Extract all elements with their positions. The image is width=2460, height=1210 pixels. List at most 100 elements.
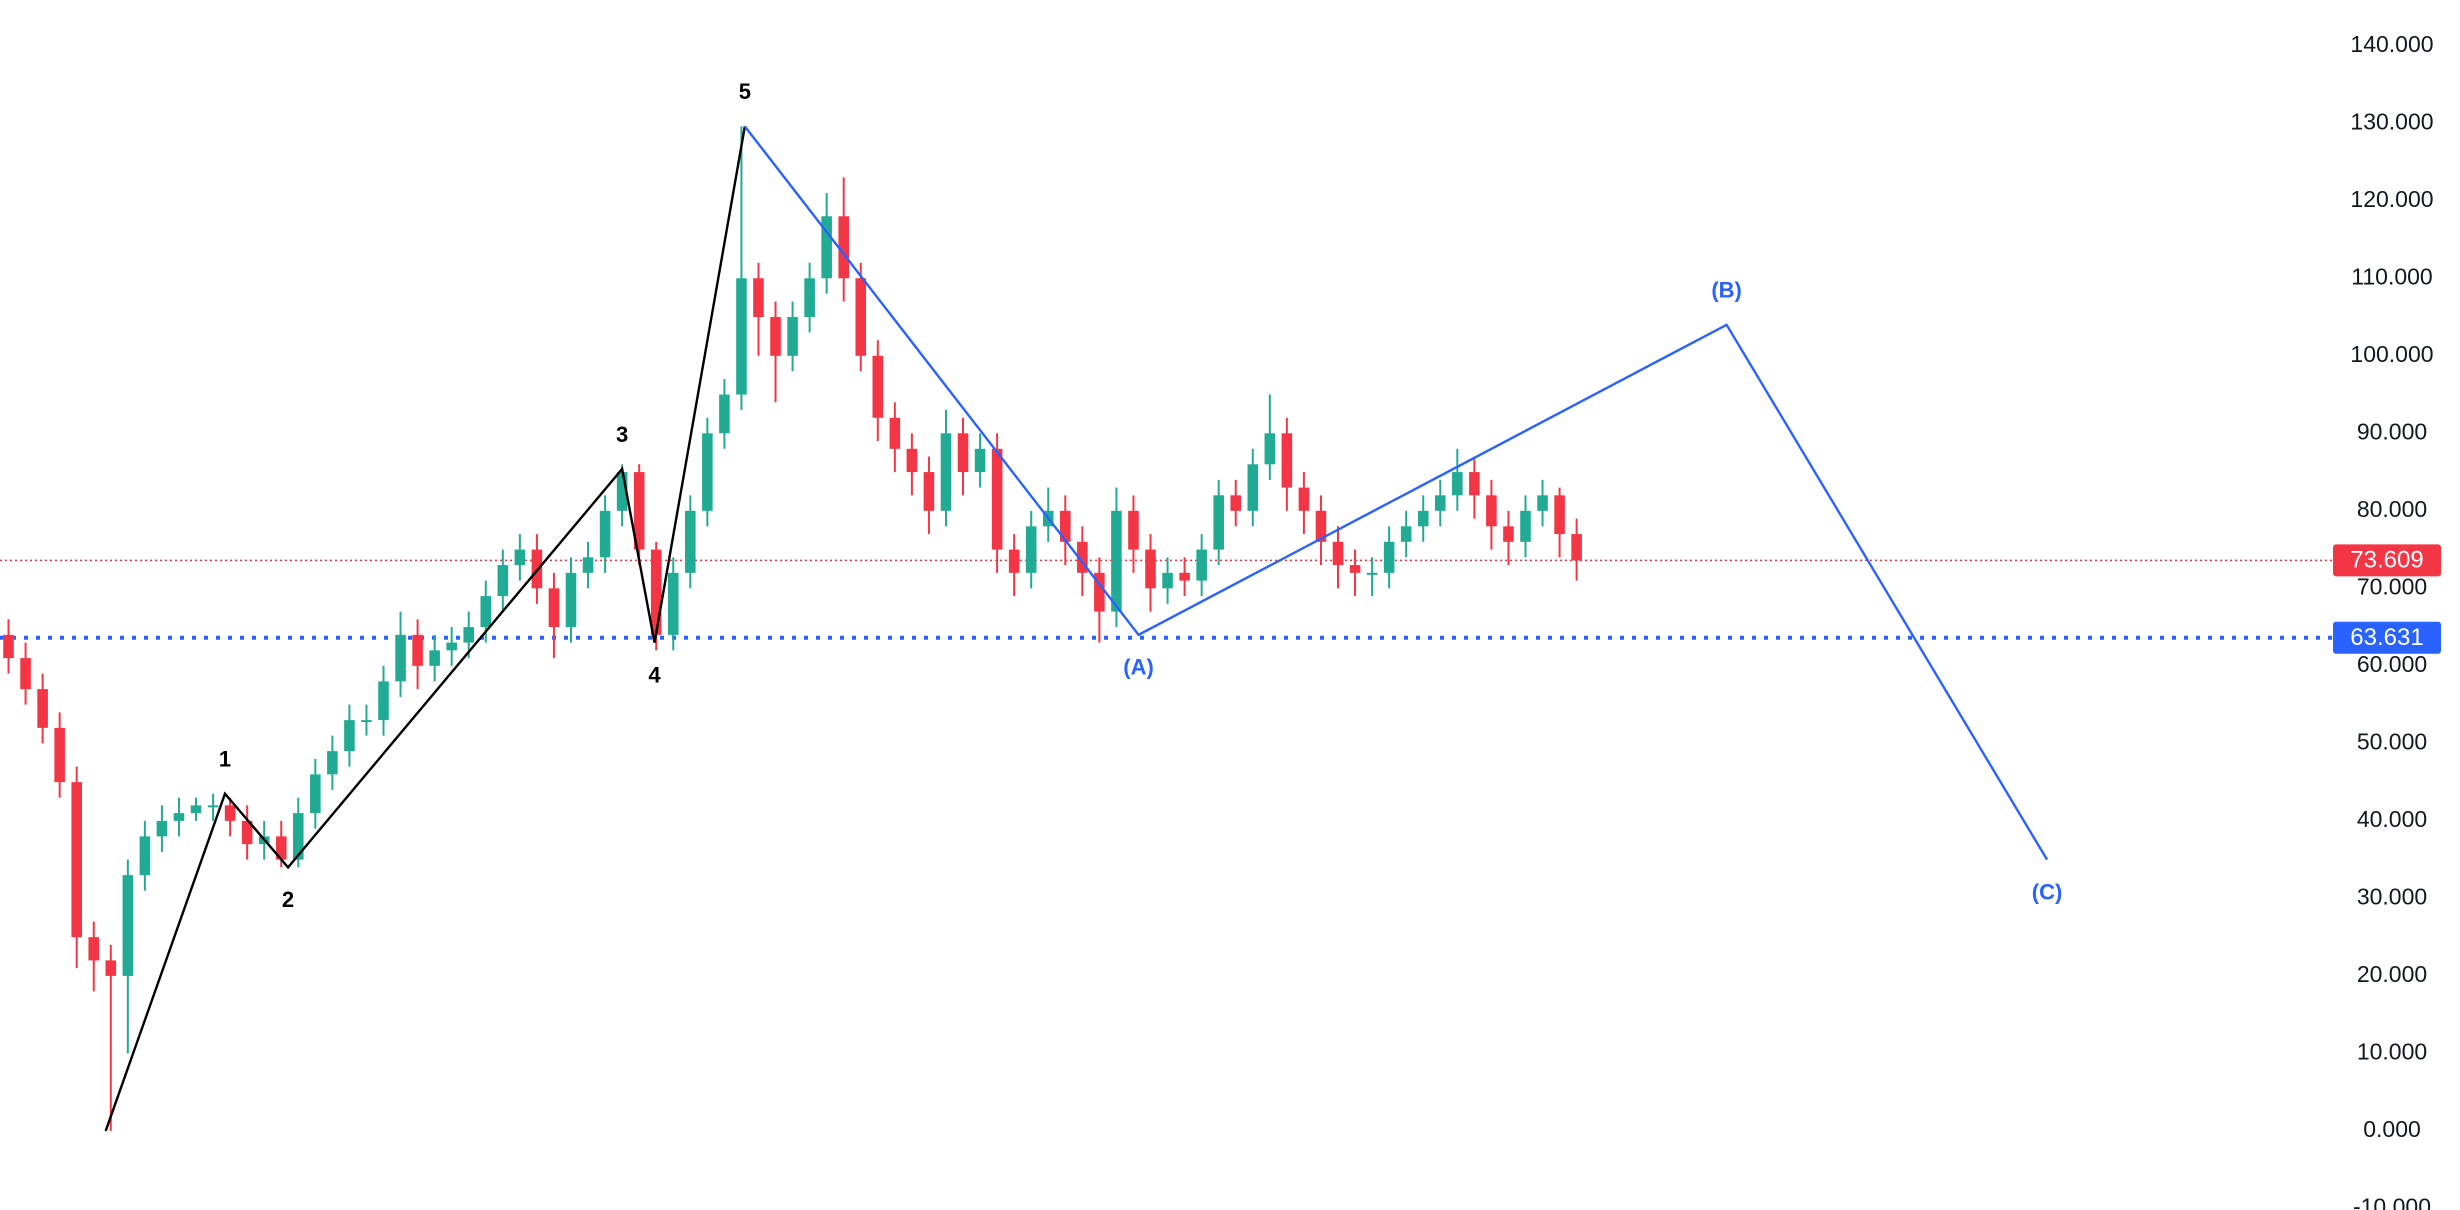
candle-body — [889, 417, 901, 449]
candle-body — [1196, 549, 1207, 581]
candle-body — [787, 317, 798, 356]
candle-body — [1025, 526, 1037, 573]
wave-label: (B) — [1711, 278, 1742, 303]
candle-body — [3, 634, 14, 659]
candle-body — [633, 472, 645, 550]
candle-body — [957, 433, 969, 473]
candle-body — [565, 572, 577, 628]
y-tick-label: 90.000 — [2357, 418, 2427, 444]
candle-body — [736, 278, 747, 395]
candle-body — [685, 510, 696, 573]
candle-body — [855, 278, 867, 356]
candle-body — [497, 565, 509, 597]
candle-body — [310, 774, 321, 814]
candle-body — [446, 642, 457, 651]
candle-body — [1094, 572, 1105, 612]
candle-body — [224, 805, 236, 821]
candle-body — [1554, 495, 1565, 535]
candle-body — [190, 805, 202, 814]
candle-body — [1162, 572, 1173, 589]
y-tick-label: 20.000 — [2357, 961, 2427, 987]
candle-body — [1452, 472, 1463, 496]
candle-body — [1247, 464, 1259, 511]
candle-body — [173, 813, 185, 821]
candle-body — [344, 720, 355, 752]
candle-body — [1298, 487, 1310, 511]
candle-body — [582, 557, 594, 573]
candle-body — [1213, 495, 1224, 550]
candle-body — [1111, 510, 1122, 612]
candle-body — [327, 751, 338, 775]
price-label: 73.609 — [2350, 547, 2423, 574]
candle-body — [1008, 549, 1020, 573]
candle-body — [88, 937, 100, 961]
wave-label: 4 — [648, 662, 661, 687]
candle-body — [1264, 433, 1276, 465]
candle-body — [1571, 534, 1582, 561]
candle-body — [838, 216, 849, 279]
candle-body — [275, 836, 287, 860]
candle-body — [1332, 541, 1344, 566]
candle-body — [1520, 510, 1531, 542]
wave-label: (C) — [2032, 879, 2063, 904]
candle-body — [1077, 541, 1088, 573]
wave-line — [743, 125, 2049, 861]
y-tick-label: 40.000 — [2357, 806, 2427, 832]
candle-body — [480, 596, 492, 628]
candle-body — [429, 650, 440, 666]
candle-body — [548, 588, 560, 628]
candle-body — [37, 689, 48, 728]
candle-body — [1486, 495, 1497, 527]
y-tick-label: 10.000 — [2357, 1038, 2427, 1064]
candle-body — [1281, 433, 1293, 488]
y-tick-label: 60.000 — [2357, 651, 2427, 677]
candle-body — [1230, 495, 1242, 511]
candle-body — [395, 634, 406, 682]
candle-body — [1537, 495, 1548, 511]
candle-body — [1400, 526, 1412, 542]
candle-body — [1060, 510, 1071, 542]
candle-body — [940, 433, 952, 511]
y-tick-label: 70.000 — [2357, 573, 2427, 599]
candle-body — [378, 681, 389, 721]
candle-body — [514, 549, 526, 566]
candle-body — [1503, 526, 1514, 542]
wave-label: (A) — [1123, 655, 1154, 680]
candle-body — [139, 836, 151, 876]
wave-line — [104, 126, 747, 1132]
candle-body — [463, 627, 475, 643]
candle-body — [923, 472, 935, 511]
candle-body — [872, 355, 884, 418]
candle-body — [1366, 572, 1378, 575]
candle-body — [1469, 472, 1480, 496]
candle-body — [1383, 541, 1395, 573]
candle-body — [821, 216, 832, 279]
candle-body — [54, 727, 65, 783]
candle-body — [207, 805, 219, 808]
candle-body — [361, 720, 372, 723]
wave-label: 3 — [616, 422, 628, 447]
y-tick-label: 80.000 — [2357, 496, 2427, 522]
candle-body — [616, 472, 628, 511]
wave-label: 5 — [739, 79, 751, 104]
candle-body — [770, 317, 781, 356]
y-tick-label: 50.000 — [2357, 728, 2427, 754]
price-box — [2333, 544, 2441, 577]
candle-body — [974, 448, 986, 473]
wave-label: 2 — [282, 887, 294, 912]
candle-body — [156, 820, 168, 837]
candle-body — [1434, 495, 1446, 511]
candle-body — [71, 782, 82, 938]
y-tick-label: 110.000 — [2351, 263, 2432, 289]
y-tick-label: -10.000 — [2353, 1194, 2431, 1210]
y-tick-label: 0.000 — [2363, 1116, 2421, 1142]
y-tick-label: 140.000 — [2350, 31, 2433, 57]
candle-body — [1179, 572, 1190, 581]
candle-body — [719, 394, 730, 434]
candle-body — [650, 549, 662, 635]
candle-body — [753, 278, 764, 318]
wave-label: 1 — [219, 747, 231, 772]
candle-body — [1417, 510, 1429, 527]
y-tick-label: 130.000 — [2350, 108, 2433, 134]
